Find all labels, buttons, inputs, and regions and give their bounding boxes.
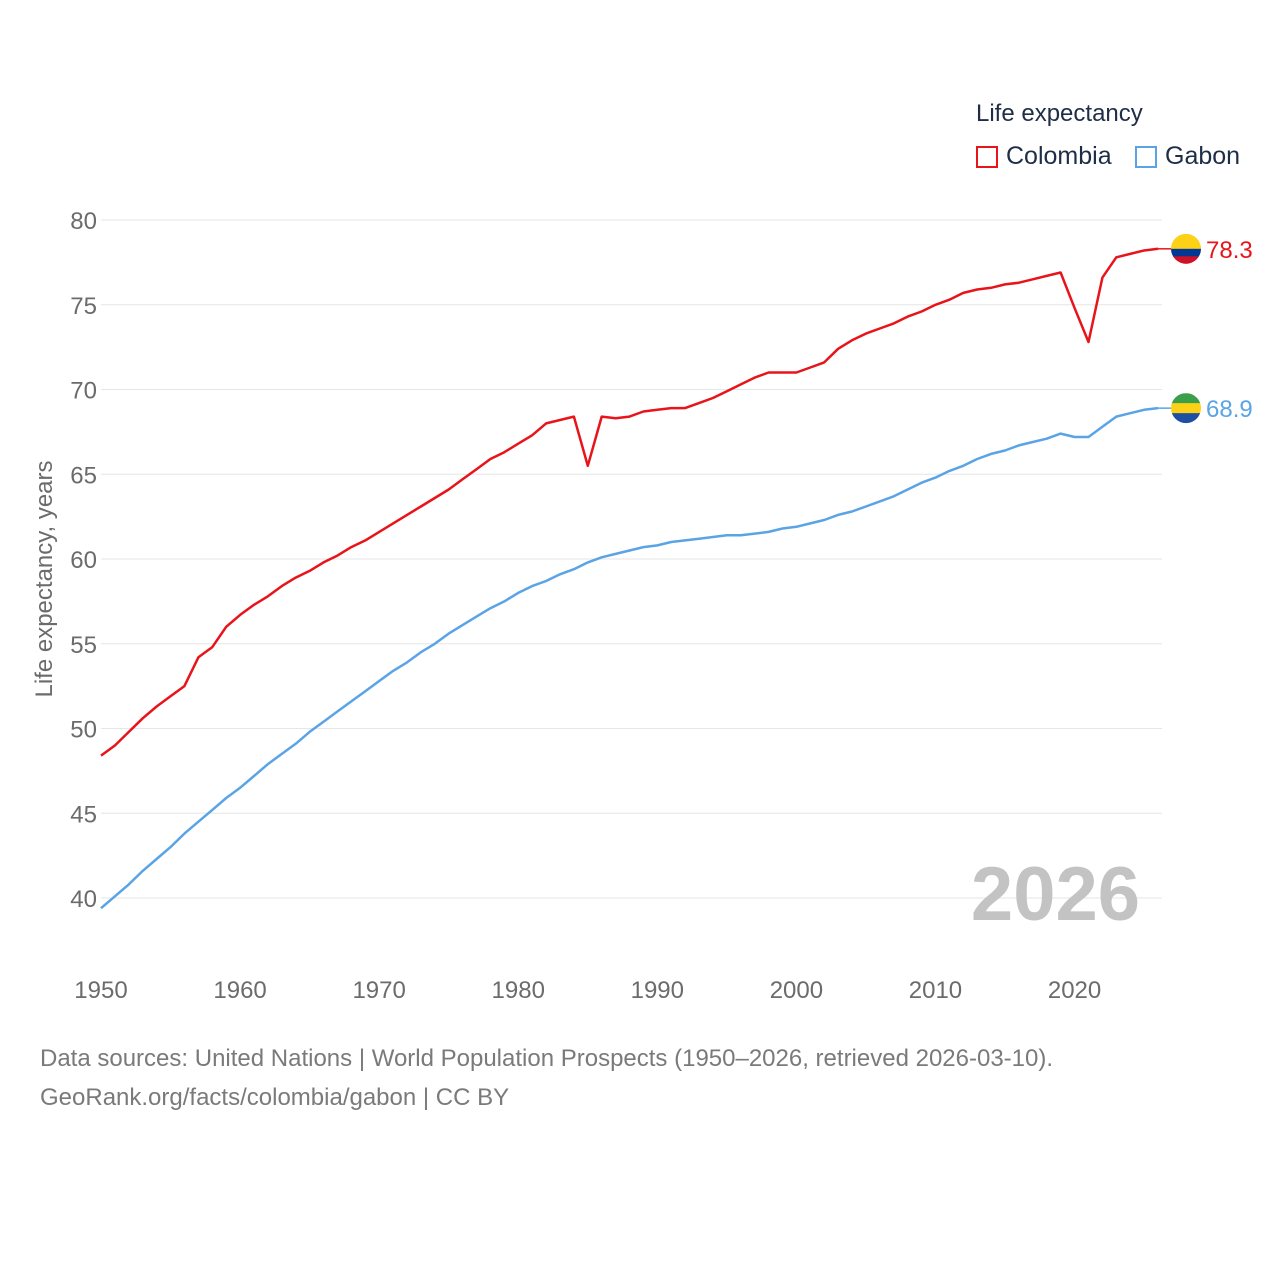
gabon-flag-band-1 xyxy=(1171,403,1201,414)
y-tick-label-75: 75 xyxy=(70,293,97,320)
series-line-gabon xyxy=(100,406,1159,910)
end-markers: 78.3 68.9 xyxy=(1158,233,1253,424)
y-tick-label-60: 60 xyxy=(70,547,97,574)
gabon-flag-band-0 xyxy=(1171,393,1201,404)
x-tick-label-1970: 1970 xyxy=(352,977,405,1004)
y-axis-label: Life expectancy, years xyxy=(31,460,58,697)
colombia-flag-band-1 xyxy=(1171,248,1201,257)
grid-lines xyxy=(101,219,1162,899)
x-tick-label-1980: 1980 xyxy=(492,977,545,1004)
y-tick-label-65: 65 xyxy=(70,462,97,489)
source-line-2[interactable]: GeoRank.org/facts/colombia/gabon | CC BY xyxy=(40,1084,510,1111)
legend-title: Life expectancy xyxy=(976,100,1143,127)
legend-item-gabon[interactable]: Gabon xyxy=(1135,142,1240,171)
legend-label-colombia: Colombia xyxy=(1006,142,1112,170)
colombia-flag xyxy=(1171,233,1201,264)
source-line-1: Data sources: United Nations | World Pop… xyxy=(40,1045,1054,1072)
colombia-flag-band-2 xyxy=(1171,256,1201,264)
end-value-label-colombia: 78.3 xyxy=(1206,237,1253,264)
x-axis-ticks: 1950 1960 1970 1980 1990 2000 2010 2020 xyxy=(74,977,1101,1004)
legend-item-colombia[interactable]: Colombia xyxy=(976,142,1112,171)
x-tick-label-2010: 2010 xyxy=(909,977,962,1004)
colombia-flag-band-0 xyxy=(1171,233,1201,250)
y-tick-label-40: 40 xyxy=(70,886,97,913)
x-tick-label-2000: 2000 xyxy=(770,977,823,1004)
y-tick-label-50: 50 xyxy=(70,717,97,744)
x-tick-label-1990: 1990 xyxy=(631,977,684,1004)
legend-label-gabon: Gabon xyxy=(1165,142,1241,170)
x-tick-label-1960: 1960 xyxy=(213,977,266,1004)
year-watermark: 2026 xyxy=(971,852,1140,937)
x-tick-label-2020: 2020 xyxy=(1048,977,1101,1004)
y-axis-ticks: 40 45 50 55 60 65 70 75 80 xyxy=(70,208,97,913)
gabon-flag xyxy=(1171,393,1201,424)
y-tick-label-45: 45 xyxy=(70,801,97,828)
series-line-colombia xyxy=(100,247,1159,757)
gabon-flag-band-2 xyxy=(1171,413,1201,424)
y-tick-label-55: 55 xyxy=(70,632,97,659)
series-lines xyxy=(100,247,1159,910)
x-tick-label-1950: 1950 xyxy=(74,977,127,1004)
legend-swatch-colombia xyxy=(976,145,998,168)
y-tick-label-70: 70 xyxy=(70,378,97,405)
y-tick-label-80: 80 xyxy=(70,208,97,235)
legend-swatch-gabon xyxy=(1135,145,1157,168)
end-value-label-gabon: 68.9 xyxy=(1206,396,1253,423)
